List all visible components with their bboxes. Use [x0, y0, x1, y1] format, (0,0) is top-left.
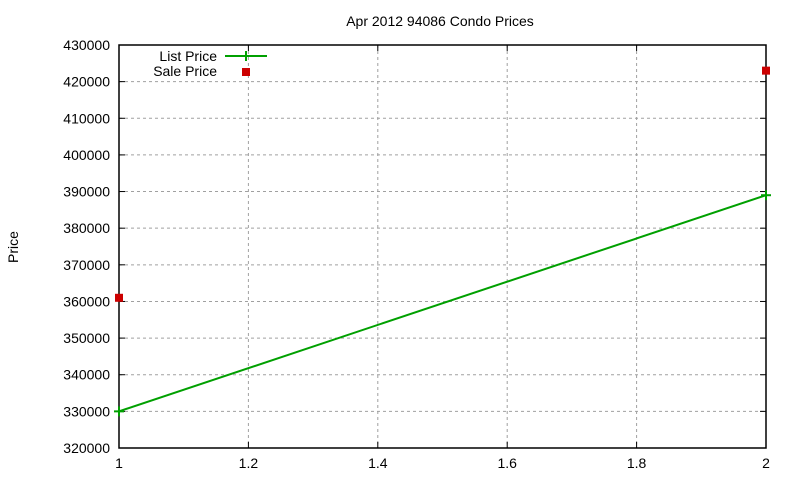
legend-label-list-price: List Price: [159, 48, 217, 64]
y-tick-label: 360000: [63, 293, 110, 309]
legend: List Price Sale Price: [153, 48, 267, 79]
x-tick-label: 1.4: [368, 455, 388, 471]
y-tick-label: 320000: [63, 440, 110, 456]
grid: [119, 45, 766, 448]
ticks: 320000 330000 340000 350000 360000 370000 3800…: [63, 37, 770, 471]
x-tick-label: 1.2: [239, 455, 259, 471]
list-price-point: [761, 190, 771, 201]
sale-price-point: [115, 293, 123, 302]
plot-border: [118, 44, 767, 449]
sale-price-point: [762, 66, 770, 75]
y-tick-label: 410000: [63, 110, 110, 126]
y-axis-label: Price: [5, 231, 21, 263]
chart-title: Apr 2012 94086 Condo Prices: [346, 13, 534, 29]
y-tick-label: 400000: [63, 147, 110, 163]
y-tick-label: 420000: [63, 74, 110, 90]
x-tick-label: 1: [115, 455, 123, 471]
x-tick-label: 1.6: [497, 455, 517, 471]
x-tick-label: 1.8: [627, 455, 647, 471]
list-price-point: [114, 406, 124, 417]
y-tick-label: 390000: [63, 184, 110, 200]
x-tick-label: 2: [762, 455, 770, 471]
y-tick-label: 380000: [63, 220, 110, 236]
legend-label-sale-price: Sale Price: [153, 63, 217, 79]
y-tick-label: 330000: [63, 403, 110, 419]
y-tick-label: 350000: [63, 330, 110, 346]
list-price-line: [118, 194, 767, 413]
legend-marker-sale-price: [242, 68, 250, 76]
y-tick-label: 430000: [63, 37, 110, 53]
marks: [114, 66, 771, 417]
y-tick-label: 340000: [63, 367, 110, 383]
y-tick-label: 370000: [63, 257, 110, 273]
